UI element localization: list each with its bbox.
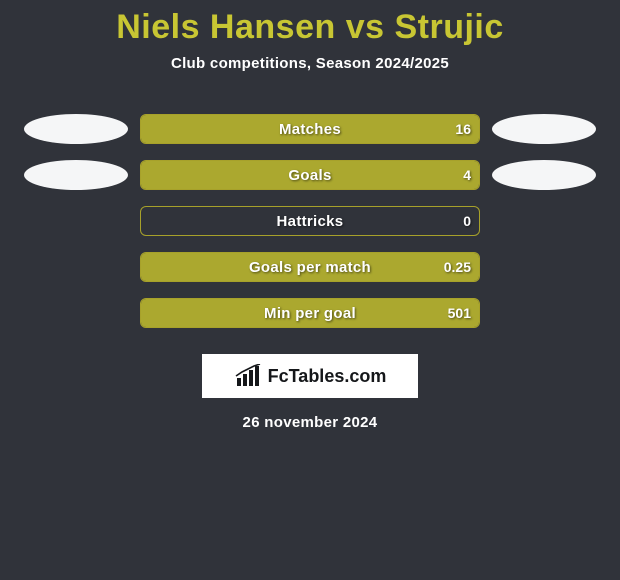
brand-text: FcTables.com	[268, 366, 387, 387]
photo-spacer	[492, 298, 596, 328]
brand-box[interactable]: FcTables.com	[202, 354, 418, 398]
stat-label: Min per goal	[141, 299, 479, 327]
date-line: 26 november 2024	[0, 414, 620, 431]
stat-bar: Goals per match 0.25	[140, 252, 480, 282]
stat-row: Hattricks 0	[0, 198, 620, 244]
stat-value: 501	[448, 299, 471, 327]
player-photo-left	[24, 160, 128, 190]
photo-spacer	[492, 206, 596, 236]
photo-spacer	[24, 252, 128, 282]
stat-value: 16	[455, 115, 471, 143]
stat-label: Goals	[141, 161, 479, 189]
stat-value: 0.25	[444, 253, 471, 281]
stat-label: Goals per match	[141, 253, 479, 281]
brand-chart-icon	[234, 364, 262, 388]
player-photo-right	[492, 114, 596, 144]
stat-bar: Min per goal 501	[140, 298, 480, 328]
stat-row: Goals 4	[0, 152, 620, 198]
stat-row: Goals per match 0.25	[0, 244, 620, 290]
stat-bar: Matches 16	[140, 114, 480, 144]
stats-area: Matches 16 Goals 4 Hattricks 0 Goals per…	[0, 106, 620, 336]
photo-spacer	[492, 252, 596, 282]
stat-value: 4	[463, 161, 471, 189]
photo-spacer	[24, 206, 128, 236]
stat-label: Matches	[141, 115, 479, 143]
stat-value: 0	[463, 207, 471, 235]
stat-label: Hattricks	[141, 207, 479, 235]
stat-row: Matches 16	[0, 106, 620, 152]
player-photo-left	[24, 114, 128, 144]
photo-spacer	[24, 298, 128, 328]
player-photo-right	[492, 160, 596, 190]
stat-row: Min per goal 501	[0, 290, 620, 336]
page-subtitle: Club competitions, Season 2024/2025	[0, 55, 620, 72]
stat-bar: Goals 4	[140, 160, 480, 190]
stat-bar: Hattricks 0	[140, 206, 480, 236]
page-title: Niels Hansen vs Strujic	[0, 0, 620, 47]
